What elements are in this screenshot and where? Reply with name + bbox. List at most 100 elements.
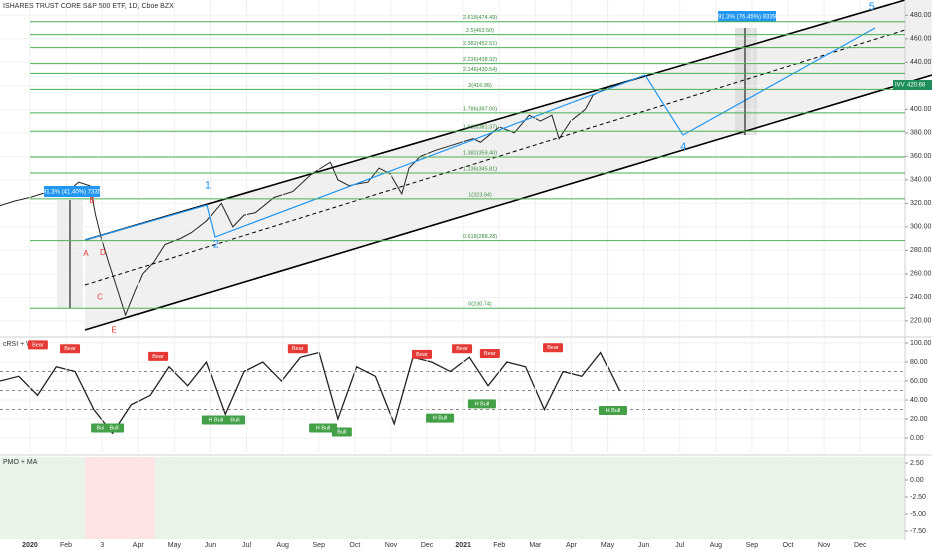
y-tick-label: 20.00	[910, 416, 928, 423]
signal-label: Bear	[32, 342, 44, 348]
signal-box	[452, 344, 473, 354]
signal-label: Bear	[547, 345, 559, 351]
fib-label: 0(230.74)	[468, 302, 492, 308]
x-tick-label: Dec	[421, 542, 434, 549]
annotation-box	[44, 186, 100, 197]
signal-box	[309, 423, 338, 433]
x-tick-label: Oct	[349, 542, 360, 549]
channel-lower	[84, 74, 932, 331]
signal-label: H Bull	[209, 417, 224, 423]
channel-fill	[85, 0, 932, 330]
fib-label: 2.146(430.54)	[463, 67, 497, 73]
signal-box	[104, 423, 125, 433]
signal-box	[426, 413, 455, 423]
fib-label: 1.236(345.81)	[463, 166, 497, 172]
series-line	[0, 351, 621, 435]
x-tick-label: Jul	[242, 542, 251, 549]
y-tick-label: 400.00	[910, 106, 932, 113]
price-tag-name: IVV	[895, 83, 905, 89]
price-tag	[893, 80, 932, 91]
y-tick-label: -7.50	[910, 528, 926, 535]
x-tick-label: Oct	[783, 542, 794, 549]
y-tick-label: 300.00	[910, 224, 932, 231]
signal-label: H Bull	[433, 416, 448, 422]
signal-box	[287, 344, 308, 354]
wave-label: 1	[205, 180, 211, 192]
signal-label: Bull	[230, 417, 239, 423]
x-tick-label: Mar	[529, 542, 542, 549]
signal-box	[411, 349, 432, 359]
fib-label: 2.5(463.50)	[466, 28, 494, 34]
fib-label: 1(323.84)	[468, 192, 492, 198]
signal-box	[225, 415, 246, 425]
y-tick-label: 0.00	[910, 477, 924, 484]
wave-label: E	[111, 325, 116, 334]
pmo-bg-green	[0, 457, 85, 539]
y-tick-label: 240.00	[910, 294, 932, 301]
signal-box	[598, 405, 627, 415]
x-tick-label: Jun	[638, 542, 649, 549]
wave-label: B	[89, 196, 94, 205]
fib-label: 1.382(359.40)	[463, 150, 497, 156]
x-tick-label: Feb	[60, 542, 72, 549]
y-tick-label: 0.00	[910, 435, 924, 442]
y-tick-label: 40.00	[910, 397, 928, 404]
signal-label: H Bull	[606, 408, 621, 414]
signal-label: Bear	[456, 346, 468, 352]
x-tick-label: Aug	[710, 542, 723, 549]
y-tick-label: -5.00	[910, 511, 926, 518]
x-tick-label: Jul	[675, 542, 684, 549]
x-tick-label: Nov	[385, 542, 398, 549]
signal-box	[60, 344, 81, 354]
y-tick-label: -2.50	[910, 494, 926, 501]
signal-label: Bull	[96, 426, 105, 432]
y-tick-label: 380.00	[910, 130, 932, 137]
fib-label: 2.382(452.51)	[463, 41, 497, 47]
wave-label: 4	[680, 141, 686, 153]
indicator-title: cRSI + Wave	[3, 341, 44, 348]
signal-box	[543, 343, 564, 353]
signal-label: Bull	[109, 426, 118, 432]
pmo-bg-green	[155, 457, 905, 539]
x-tick-label: Dec	[854, 542, 867, 549]
wave-label: 5	[869, 1, 875, 13]
y-tick-label: 480.00	[910, 12, 932, 19]
y-tick-label: 280.00	[910, 247, 932, 254]
signal-box	[331, 427, 352, 437]
signal-label: H Bull	[475, 401, 490, 407]
x-tick-label: May	[168, 542, 182, 549]
pmo-bg-red	[85, 457, 155, 539]
annotation: 91.3% (76.45%) 9339	[718, 15, 777, 21]
chart-title: ISHARES TRUST CORE S&P 500 ETF, 1D, Cboe…	[3, 3, 174, 10]
y-tick-label: 260.00	[910, 271, 932, 278]
y-tick-label: 80.00	[910, 359, 928, 366]
y-tick-label: 340.00	[910, 177, 932, 184]
signal-label: Bear	[484, 351, 496, 357]
fib-label: 1.786(397.00)	[463, 106, 497, 112]
x-tick-label: 2021	[455, 542, 471, 549]
signal-label: Bear	[152, 354, 164, 360]
price-tag-value: 420.68	[907, 83, 926, 89]
channel-upper	[84, 0, 906, 241]
annotation: 91.3% (41.40%) 7335	[43, 190, 102, 196]
fib-label: 0.618(288.28)	[463, 234, 497, 240]
wave-label: A	[83, 249, 89, 258]
x-tick-label: Nov	[818, 542, 831, 549]
x-tick-label: Sep	[746, 542, 759, 549]
y-tick-label: 360.00	[910, 153, 932, 160]
signal-label: Bear	[64, 346, 76, 352]
x-tick-label: Apr	[133, 542, 145, 549]
y-tick-label: 60.00	[910, 378, 928, 385]
x-tick-label: Jun	[205, 542, 216, 549]
signal-label: Bear	[416, 352, 428, 358]
signal-label: H Bull	[316, 426, 331, 432]
signal-box	[27, 340, 48, 350]
x-tick-label: Feb	[493, 542, 505, 549]
y-tick-label: 2.50	[910, 460, 924, 467]
fib-label: 2.236(438.92)	[463, 57, 497, 63]
x-tick-label: 3	[100, 542, 104, 549]
signal-box	[148, 351, 169, 361]
wave-label: 2	[213, 238, 219, 250]
x-tick-label: Sep	[313, 542, 326, 549]
